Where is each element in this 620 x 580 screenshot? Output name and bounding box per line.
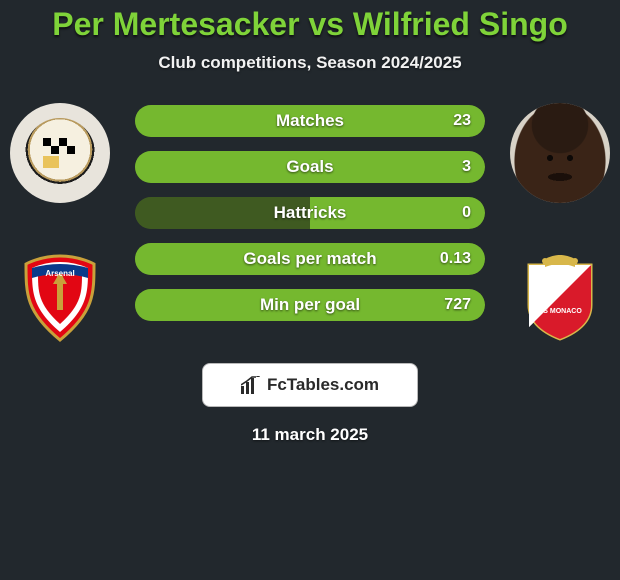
left-club-badge: Arsenal xyxy=(19,257,101,339)
left-player-avatar xyxy=(10,103,110,203)
arsenal-crest-icon: Arsenal xyxy=(22,254,98,342)
stat-label: Matches xyxy=(276,111,344,131)
svg-text:Arsenal: Arsenal xyxy=(45,269,74,278)
right-club-badge: AS MONACO xyxy=(519,257,601,339)
stat-label: Goals per match xyxy=(243,249,376,269)
brand-badge: FcTables.com xyxy=(202,363,418,407)
left-player-photo-placeholder xyxy=(25,118,95,188)
stat-row: Goals 3 xyxy=(135,151,485,183)
stat-row: Matches 23 xyxy=(135,105,485,137)
stat-row: Goals per match 0.13 xyxy=(135,243,485,275)
stat-label: Goals xyxy=(286,157,333,177)
stat-value-right: 0 xyxy=(462,204,471,222)
stat-row: Min per goal 727 xyxy=(135,289,485,321)
page-title: Per Mertesacker vs Wilfried Singo xyxy=(0,0,620,43)
bar-chart-icon xyxy=(241,376,261,394)
stat-row: Hattricks 0 xyxy=(135,197,485,229)
right-player-photo-placeholder xyxy=(510,103,610,203)
stat-value-right: 3 xyxy=(462,158,471,176)
stat-label: Hattricks xyxy=(274,203,347,223)
monaco-crest-icon: AS MONACO xyxy=(525,255,595,341)
stat-label: Min per goal xyxy=(260,295,360,315)
date-label: 11 march 2025 xyxy=(0,425,620,445)
right-player-column: AS MONACO xyxy=(500,101,620,341)
comparison-area: Arsenal AS MONACO Ma xyxy=(0,101,620,341)
stats-panel: Matches 23 Goals 3 Hattricks 0 Goals per match… xyxy=(135,101,485,341)
stat-value-right: 0.13 xyxy=(440,250,471,268)
svg-text:AS MONACO: AS MONACO xyxy=(538,308,582,315)
brand-text: FcTables.com xyxy=(267,375,379,395)
right-player-avatar xyxy=(510,103,610,203)
subtitle: Club competitions, Season 2024/2025 xyxy=(0,53,620,73)
left-player-column: Arsenal xyxy=(0,101,120,341)
stat-value-right: 23 xyxy=(453,112,471,130)
stat-value-right: 727 xyxy=(444,296,471,314)
